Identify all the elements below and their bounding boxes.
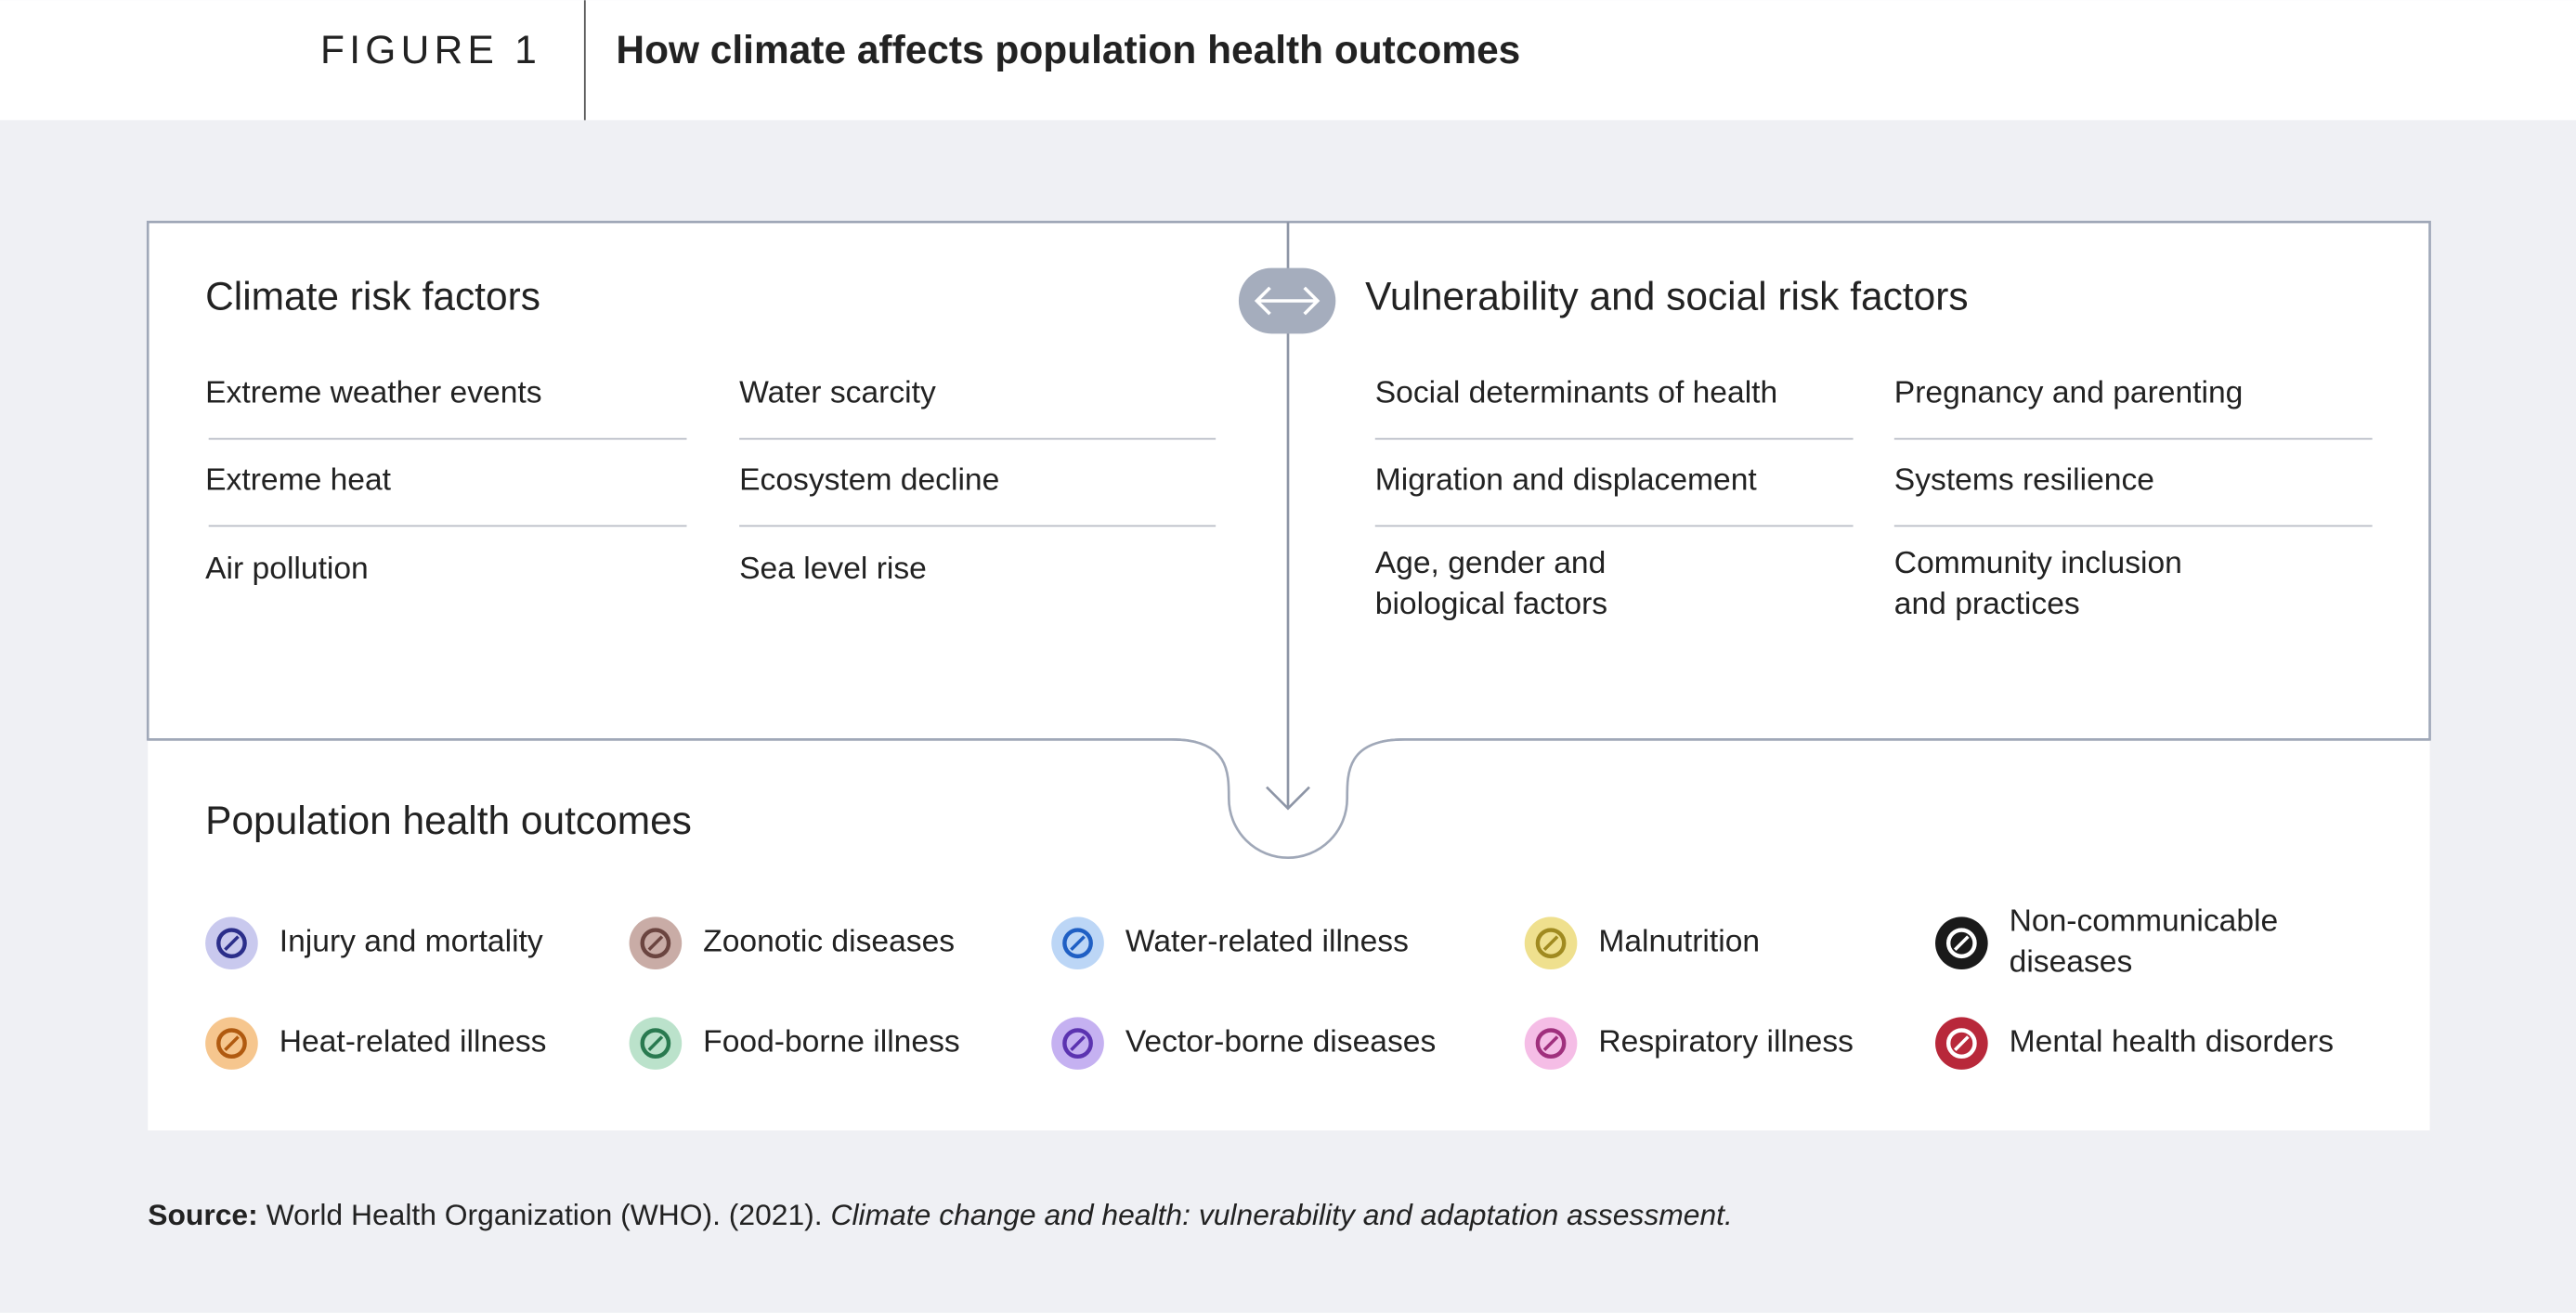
section-title: Population health outcomes <box>205 799 692 842</box>
source-citation: Climate change and health: vulnerability… <box>830 1199 1732 1232</box>
outcome-label: Mental health disorders <box>2010 1025 2334 1060</box>
outcome-label: diseases <box>2010 945 2133 980</box>
factor-item: Age, gender and <box>1375 546 1607 580</box>
outcome-icon-glyph <box>1070 1035 1086 1051</box>
factor-item: Sea level rise <box>739 552 927 586</box>
outcome-icon-glyph <box>640 928 671 959</box>
factor-item: Social determinants of health <box>1375 376 1777 410</box>
outcome-label: Zoonotic diseases <box>703 925 955 959</box>
factor-item: biological factors <box>1375 587 1607 621</box>
outcome-icon-glyph <box>224 1035 240 1051</box>
outcome-icon-glyph <box>1070 935 1086 952</box>
outcome-icon-glyph <box>1954 1035 1970 1051</box>
factor-item: Systems resilience <box>1894 462 2154 497</box>
source-label: Source: <box>148 1199 258 1232</box>
outcome-label: Heat-related illness <box>280 1025 547 1060</box>
outcome-icon-glyph <box>224 935 240 952</box>
outcome-label: Respiratory illness <box>1598 1025 1854 1060</box>
outcome-icon-glyph <box>216 928 247 959</box>
factor-item: and practices <box>1894 587 2080 621</box>
flow-arrow <box>1266 786 1310 811</box>
outcome-icon-glyph <box>1542 935 1559 952</box>
outcome-icon-glyph <box>1954 935 1970 952</box>
outcome-icon-glyph <box>640 1028 671 1059</box>
outcome-icon-glyph <box>216 1028 247 1059</box>
factor-item: Community inclusion <box>1894 546 2182 580</box>
figure-title: How climate affects population health ou… <box>616 28 1520 72</box>
factor-item: Extreme heat <box>205 462 392 497</box>
outcome-label: Malnutrition <box>1598 925 1760 959</box>
section-title: Vulnerability and social risk factors <box>1365 274 1968 318</box>
outcome-icon-glyph <box>1062 928 1093 959</box>
outcome-label: Vector-borne diseases <box>1125 1025 1436 1060</box>
factor-item: Pregnancy and parenting <box>1894 376 2244 410</box>
figure-label: FIGURE 1 <box>320 28 541 72</box>
panel-notch <box>148 738 2430 859</box>
header-band <box>0 0 2576 121</box>
outcome-label: Food-borne illness <box>703 1025 959 1060</box>
section-title: Climate risk factors <box>205 274 540 318</box>
outcome-icon-glyph <box>1945 1028 1977 1059</box>
link-arrows <box>1254 286 1321 316</box>
source-text: World Health Organization (WHO). (2021). <box>267 1199 823 1232</box>
factor-item: Air pollution <box>205 552 369 586</box>
outcome-label: Water-related illness <box>1125 925 1409 959</box>
outcome-icon-glyph <box>647 935 664 952</box>
factor-item: Ecosystem decline <box>739 462 999 497</box>
outcome-icon-glyph <box>1062 1028 1093 1059</box>
source-note: Source: World Health Organization (WHO).… <box>148 1199 1733 1232</box>
outcome-icon-glyph <box>1542 1035 1559 1051</box>
outcome-icon-glyph <box>1945 928 1977 959</box>
factor-item: Water scarcity <box>739 376 936 410</box>
outcome-label: Non-communicable <box>2010 904 2279 938</box>
outcome-icon-glyph <box>1535 1028 1567 1059</box>
factor-item: Extreme weather events <box>205 376 541 410</box>
factor-item: Migration and displacement <box>1375 462 1758 497</box>
outcome-icon-glyph <box>647 1035 664 1051</box>
outcome-label: Injury and mortality <box>280 925 543 959</box>
outcome-icon-glyph <box>1535 928 1567 959</box>
